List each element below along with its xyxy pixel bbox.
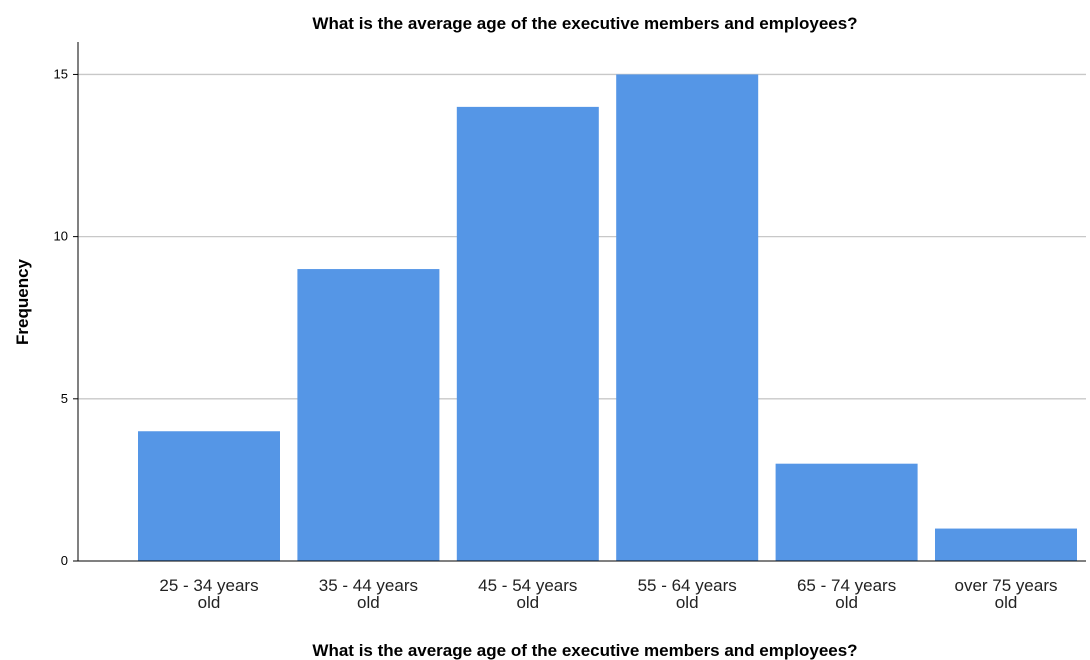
y-axis-ticks: 0 5 10 15 [54,66,78,568]
bars [138,74,1077,561]
y-tick-label: 15 [54,66,68,81]
bar [616,74,759,561]
bar [456,106,599,561]
y-tick-label: 10 [54,229,68,244]
x-tick-label: 65 - 74 years old [797,576,896,612]
y-tick-label: 5 [61,391,68,406]
x-tick-label: 35 - 44 years old [319,576,418,612]
x-axis-label: What is the average age of the executive… [312,641,857,660]
y-tick-label: 0 [61,553,68,568]
bar [935,528,1077,561]
bar [138,431,280,561]
y-axis-label: Frequency [13,258,32,345]
x-tick-label: over 75 years old [955,576,1058,612]
bar [297,269,440,561]
x-tick-label: 25 - 34 years old [159,576,258,612]
x-axis-tick-labels: 25 - 34 years old 35 - 44 years old 45 - 54 … [159,576,1057,612]
x-tick-label: 45 - 54 years old [478,576,577,612]
bar [775,463,918,561]
x-tick-label: 55 - 64 years old [638,576,737,612]
chart-title: What is the average age of the executive… [312,14,857,33]
